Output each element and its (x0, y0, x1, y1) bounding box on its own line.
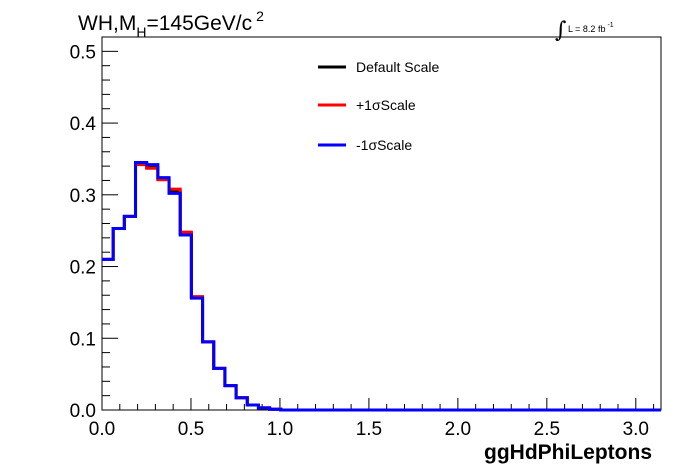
y-tick-label: 0.4 (70, 114, 97, 135)
y-tick-label: 0.3 (70, 186, 96, 207)
title-middle: =145GeV/c (146, 12, 252, 35)
lumi-integral-symbol: ∫ (555, 18, 567, 43)
lumi-label: L = 8.2 fb -1 (568, 22, 614, 34)
legend: Default Scale +1σScale -1σScale (318, 59, 439, 153)
x-axis: 0.0 0.5 1.0 1.5 2.0 2.5 3.0 (89, 398, 655, 440)
title-superscript: 2 (256, 8, 264, 24)
y-tick-label: 0.0 (70, 401, 96, 422)
x-tick-label: 1.5 (356, 419, 382, 440)
x-tick-label: 0.0 (89, 419, 115, 440)
x-tick-label: 2.5 (534, 419, 560, 440)
x-tick-label: 2.0 (445, 419, 471, 440)
legend-label-default-scale: Default Scale (356, 59, 439, 75)
lumi-text: L = 8.2 fb (568, 24, 605, 34)
x-tick-label: 1.0 (267, 419, 293, 440)
series-layer (102, 161, 661, 412)
y-axis: 0.0 0.1 0.2 0.3 0.4 0.5 (70, 36, 118, 422)
x-tick-label: 3.0 (623, 419, 649, 440)
series-line-2 (102, 161, 661, 412)
legend-label-minus1sigma-scale: -1σScale (356, 137, 412, 153)
x-axis-title: ggHdPhiLeptons (484, 441, 652, 464)
x-tick-label: 0.5 (178, 419, 204, 440)
chart-title: WH,MH=145GeV/c 2 (78, 8, 264, 40)
plot-frame (101, 36, 662, 411)
y-tick-label: 0.1 (70, 329, 96, 350)
legend-label-plus1sigma-scale: +1σScale (356, 97, 416, 113)
title-subscript: H (136, 24, 146, 40)
title-prefix: WH,M (78, 12, 136, 35)
y-tick-label: 0.2 (70, 258, 96, 279)
lumi-superscript: -1 (607, 22, 613, 29)
y-tick-label: 0.5 (70, 42, 96, 63)
